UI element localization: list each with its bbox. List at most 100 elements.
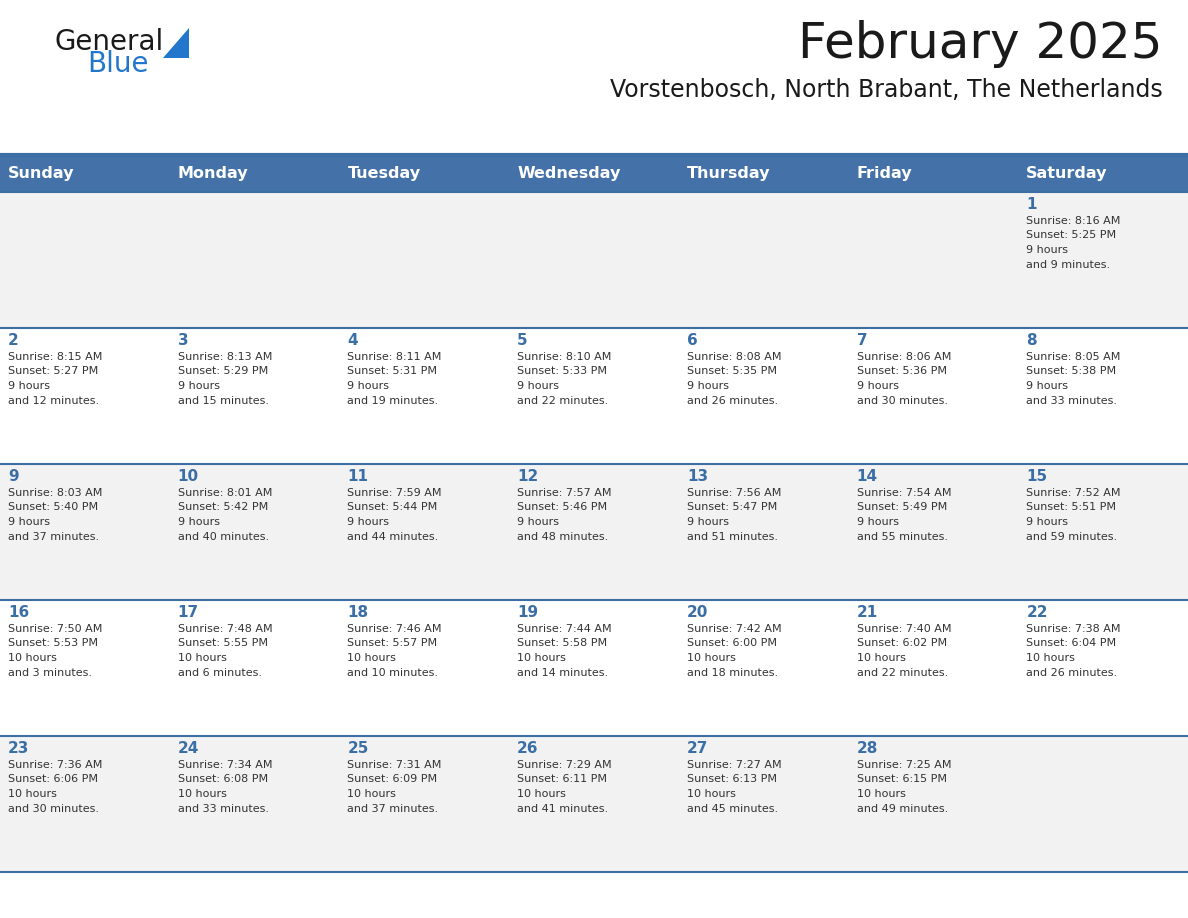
Text: Sunset: 5:57 PM: Sunset: 5:57 PM xyxy=(347,639,437,648)
Text: and 44 minutes.: and 44 minutes. xyxy=(347,532,438,542)
Text: Sunset: 5:38 PM: Sunset: 5:38 PM xyxy=(1026,366,1117,376)
Text: Sunrise: 8:06 AM: Sunrise: 8:06 AM xyxy=(857,352,950,362)
Text: 10 hours: 10 hours xyxy=(1026,653,1075,663)
Text: Sunset: 5:40 PM: Sunset: 5:40 PM xyxy=(8,502,99,512)
Text: Sunset: 6:09 PM: Sunset: 6:09 PM xyxy=(347,775,437,785)
Text: Thursday: Thursday xyxy=(687,166,770,181)
Text: and 55 minutes.: and 55 minutes. xyxy=(857,532,948,542)
Text: Sunset: 6:11 PM: Sunset: 6:11 PM xyxy=(517,775,607,785)
Text: 10 hours: 10 hours xyxy=(517,789,565,799)
Text: and 51 minutes.: and 51 minutes. xyxy=(687,532,778,542)
Bar xyxy=(0,192,1188,328)
Text: and 30 minutes.: and 30 minutes. xyxy=(857,396,948,406)
Text: Friday: Friday xyxy=(857,166,912,181)
Text: and 49 minutes.: and 49 minutes. xyxy=(857,803,948,813)
Text: 10 hours: 10 hours xyxy=(347,789,397,799)
Text: Sunset: 6:00 PM: Sunset: 6:00 PM xyxy=(687,639,777,648)
Text: Vorstenbosch, North Brabant, The Netherlands: Vorstenbosch, North Brabant, The Netherl… xyxy=(611,78,1163,102)
Polygon shape xyxy=(163,28,189,58)
Text: 10 hours: 10 hours xyxy=(8,789,57,799)
Text: 10 hours: 10 hours xyxy=(178,653,227,663)
Text: Sunset: 6:06 PM: Sunset: 6:06 PM xyxy=(8,775,97,785)
Text: and 26 minutes.: and 26 minutes. xyxy=(687,396,778,406)
Text: Sunset: 5:49 PM: Sunset: 5:49 PM xyxy=(857,502,947,512)
Text: Sunrise: 8:05 AM: Sunrise: 8:05 AM xyxy=(1026,352,1120,362)
Text: 9 hours: 9 hours xyxy=(517,381,560,391)
Text: Sunset: 5:55 PM: Sunset: 5:55 PM xyxy=(178,639,267,648)
Text: and 48 minutes.: and 48 minutes. xyxy=(517,532,608,542)
Text: 10 hours: 10 hours xyxy=(687,653,735,663)
Text: Sunrise: 7:29 AM: Sunrise: 7:29 AM xyxy=(517,760,612,770)
Text: 4: 4 xyxy=(347,333,358,348)
Text: 10 hours: 10 hours xyxy=(687,789,735,799)
Text: 9 hours: 9 hours xyxy=(1026,517,1068,527)
Text: 9 hours: 9 hours xyxy=(178,381,220,391)
Text: 9 hours: 9 hours xyxy=(1026,245,1068,255)
Text: Sunset: 6:13 PM: Sunset: 6:13 PM xyxy=(687,775,777,785)
Text: 22: 22 xyxy=(1026,605,1048,620)
Text: 9 hours: 9 hours xyxy=(857,517,898,527)
Text: Sunset: 5:46 PM: Sunset: 5:46 PM xyxy=(517,502,607,512)
Text: 10 hours: 10 hours xyxy=(347,653,397,663)
Text: 9 hours: 9 hours xyxy=(857,381,898,391)
Text: and 12 minutes.: and 12 minutes. xyxy=(8,396,99,406)
Text: Sunset: 5:51 PM: Sunset: 5:51 PM xyxy=(1026,502,1117,512)
Text: 12: 12 xyxy=(517,469,538,484)
Bar xyxy=(0,155,1188,192)
Text: 9 hours: 9 hours xyxy=(347,381,390,391)
Text: Sunset: 6:04 PM: Sunset: 6:04 PM xyxy=(1026,639,1117,648)
Text: 7: 7 xyxy=(857,333,867,348)
Text: 5: 5 xyxy=(517,333,527,348)
Text: 21: 21 xyxy=(857,605,878,620)
Text: Sunrise: 7:50 AM: Sunrise: 7:50 AM xyxy=(8,624,102,634)
Text: Sunrise: 7:36 AM: Sunrise: 7:36 AM xyxy=(8,760,102,770)
Text: Sunset: 5:25 PM: Sunset: 5:25 PM xyxy=(1026,230,1117,241)
Text: and 26 minutes.: and 26 minutes. xyxy=(1026,667,1118,677)
Bar xyxy=(0,328,1188,464)
Text: and 19 minutes.: and 19 minutes. xyxy=(347,396,438,406)
Text: 9 hours: 9 hours xyxy=(8,517,50,527)
Text: and 22 minutes.: and 22 minutes. xyxy=(517,396,608,406)
Text: and 3 minutes.: and 3 minutes. xyxy=(8,667,91,677)
Text: and 59 minutes.: and 59 minutes. xyxy=(1026,532,1118,542)
Text: 10 hours: 10 hours xyxy=(857,653,905,663)
Text: 1: 1 xyxy=(1026,197,1037,212)
Text: Sunday: Sunday xyxy=(8,166,75,181)
Text: Monday: Monday xyxy=(178,166,248,181)
Text: 9: 9 xyxy=(8,469,19,484)
Text: and 40 minutes.: and 40 minutes. xyxy=(178,532,268,542)
Text: and 22 minutes.: and 22 minutes. xyxy=(857,667,948,677)
Bar xyxy=(0,736,1188,872)
Text: Tuesday: Tuesday xyxy=(347,166,421,181)
Text: 10 hours: 10 hours xyxy=(857,789,905,799)
Text: General: General xyxy=(55,28,164,56)
Text: 13: 13 xyxy=(687,469,708,484)
Text: Sunrise: 7:52 AM: Sunrise: 7:52 AM xyxy=(1026,488,1120,498)
Text: 10 hours: 10 hours xyxy=(178,789,227,799)
Text: and 45 minutes.: and 45 minutes. xyxy=(687,803,778,813)
Text: and 18 minutes.: and 18 minutes. xyxy=(687,667,778,677)
Text: 9 hours: 9 hours xyxy=(687,517,729,527)
Text: Sunrise: 7:44 AM: Sunrise: 7:44 AM xyxy=(517,624,612,634)
Text: 10: 10 xyxy=(178,469,198,484)
Text: 28: 28 xyxy=(857,741,878,756)
Text: Sunrise: 8:03 AM: Sunrise: 8:03 AM xyxy=(8,488,102,498)
Text: Sunset: 6:15 PM: Sunset: 6:15 PM xyxy=(857,775,947,785)
Text: 23: 23 xyxy=(8,741,30,756)
Text: Sunset: 5:47 PM: Sunset: 5:47 PM xyxy=(687,502,777,512)
Text: and 15 minutes.: and 15 minutes. xyxy=(178,396,268,406)
Text: Sunrise: 7:48 AM: Sunrise: 7:48 AM xyxy=(178,624,272,634)
Text: Sunset: 5:58 PM: Sunset: 5:58 PM xyxy=(517,639,607,648)
Text: and 33 minutes.: and 33 minutes. xyxy=(178,803,268,813)
Text: Sunrise: 7:54 AM: Sunrise: 7:54 AM xyxy=(857,488,952,498)
Text: Sunset: 5:33 PM: Sunset: 5:33 PM xyxy=(517,366,607,376)
Text: 9 hours: 9 hours xyxy=(178,517,220,527)
Bar xyxy=(0,464,1188,600)
Text: February 2025: February 2025 xyxy=(798,20,1163,68)
Text: 2: 2 xyxy=(8,333,19,348)
Bar xyxy=(0,600,1188,736)
Text: 26: 26 xyxy=(517,741,538,756)
Text: Sunset: 5:44 PM: Sunset: 5:44 PM xyxy=(347,502,437,512)
Text: and 6 minutes.: and 6 minutes. xyxy=(178,667,261,677)
Text: Sunrise: 8:01 AM: Sunrise: 8:01 AM xyxy=(178,488,272,498)
